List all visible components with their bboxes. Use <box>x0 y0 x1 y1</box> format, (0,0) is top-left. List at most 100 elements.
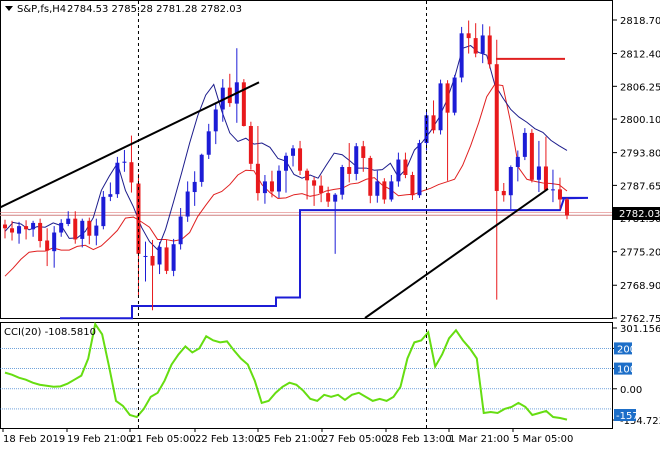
current-price-label: 2782.03 <box>619 209 660 220</box>
lower-trendline[interactable] <box>364 188 549 319</box>
candle-body <box>241 82 246 126</box>
chart-symbol: S&P,fs,H4 <box>17 4 66 15</box>
candle-body <box>459 33 464 78</box>
time-tick-label: 18 Feb 2019 <box>3 434 65 445</box>
candle-body <box>115 162 120 195</box>
price-tick-label: 2768.90 <box>620 281 660 292</box>
time-tick-label: 27 Feb 05:00 <box>322 434 388 445</box>
cci-level-badge <box>614 362 632 375</box>
candle-body <box>389 181 394 200</box>
candle-body <box>543 166 548 190</box>
candle-body <box>248 125 253 164</box>
ohlc-readout: 2784.53 2785.28 2781.28 2782.03 <box>67 4 242 15</box>
price-tick-label: 2762.75 <box>620 314 660 325</box>
candle-body <box>319 185 324 194</box>
cci-label: CCI(20) -108.5810 <box>4 327 96 338</box>
candle-body <box>3 224 7 229</box>
candle-body <box>305 170 310 181</box>
time-tick-label: 19 Feb 21:00 <box>67 434 133 445</box>
price-tick-label: 2793.80 <box>620 149 660 160</box>
trendlines[interactable] <box>0 81 549 319</box>
candle-body <box>262 181 267 194</box>
candle-body <box>171 244 176 271</box>
candle-body <box>494 64 499 191</box>
candle-body <box>157 246 162 265</box>
period-separators <box>137 1 427 428</box>
candle-body <box>375 181 380 196</box>
candle-body <box>178 216 183 245</box>
candle-body <box>354 146 359 174</box>
time-tick-label: 1 Mar 21:00 <box>449 434 509 445</box>
candle-body <box>192 181 197 193</box>
candle-body <box>382 181 387 200</box>
cci-current-label: -157 <box>616 411 639 422</box>
candle-body <box>417 143 422 196</box>
price-tick-label: 2787.65 <box>620 181 660 192</box>
candle-body <box>101 196 106 227</box>
candle-body <box>508 167 513 196</box>
support-step-line <box>60 196 589 320</box>
candle-body <box>164 247 169 271</box>
time-tick-label: 5 Mar 05:00 <box>513 434 573 445</box>
candle-body <box>10 228 15 233</box>
price-tick-label: 2812.40 <box>620 50 660 61</box>
moving-average-slow <box>4 83 568 277</box>
cci-levels <box>0 348 612 410</box>
candle-body <box>73 218 78 240</box>
candle-body <box>333 194 338 202</box>
candle-body <box>59 222 64 233</box>
time-tick-label: 22 Feb 13:00 <box>195 434 261 445</box>
time-tick-label: 28 Feb 13:00 <box>386 434 452 445</box>
candle-body <box>122 161 127 163</box>
candle-body <box>452 77 457 113</box>
candle-body <box>501 190 506 196</box>
candle-body <box>347 167 352 174</box>
upper-trendline[interactable] <box>0 81 260 209</box>
cci-series-line <box>4 321 568 421</box>
cci-tick-label: 100 <box>617 365 636 376</box>
candle-body <box>185 191 190 217</box>
candle-body <box>220 87 225 110</box>
candle-body <box>80 220 85 239</box>
candle-body <box>206 131 211 155</box>
candle-body <box>312 180 317 186</box>
candle-body <box>361 146 366 158</box>
cci-tick-label: 200 <box>617 344 636 355</box>
cci-tick-label: 0.00 <box>620 385 642 396</box>
cci-panel-border <box>0 322 613 429</box>
candle-body <box>565 199 569 216</box>
candle-body <box>396 159 401 182</box>
candle-body <box>94 225 99 236</box>
candle-body <box>431 115 436 131</box>
candle-body <box>143 255 148 257</box>
candle-body <box>17 226 22 234</box>
candle-body <box>129 162 134 183</box>
triangle-down-icon[interactable] <box>5 6 13 11</box>
price-panel-border <box>0 0 613 319</box>
candle-body <box>24 226 29 230</box>
candle-body <box>31 222 36 230</box>
candle-body <box>291 148 296 156</box>
candle-body <box>276 170 281 192</box>
candle-body <box>522 132 527 157</box>
candle-body <box>326 193 331 202</box>
candle-body <box>108 194 113 197</box>
candle-body <box>480 35 485 54</box>
candle-body <box>340 167 345 195</box>
candle-body <box>298 148 303 171</box>
candle-body <box>38 222 43 242</box>
candle-body <box>87 220 92 236</box>
candlestick-series <box>3 20 569 311</box>
candle-body <box>403 159 408 175</box>
candle-body <box>255 163 260 194</box>
candle-body <box>445 83 450 113</box>
candle-body <box>466 33 471 39</box>
candle-body <box>213 109 218 132</box>
cci-current-badge <box>614 409 636 422</box>
candle-body <box>515 156 520 168</box>
candle-body <box>284 155 288 171</box>
